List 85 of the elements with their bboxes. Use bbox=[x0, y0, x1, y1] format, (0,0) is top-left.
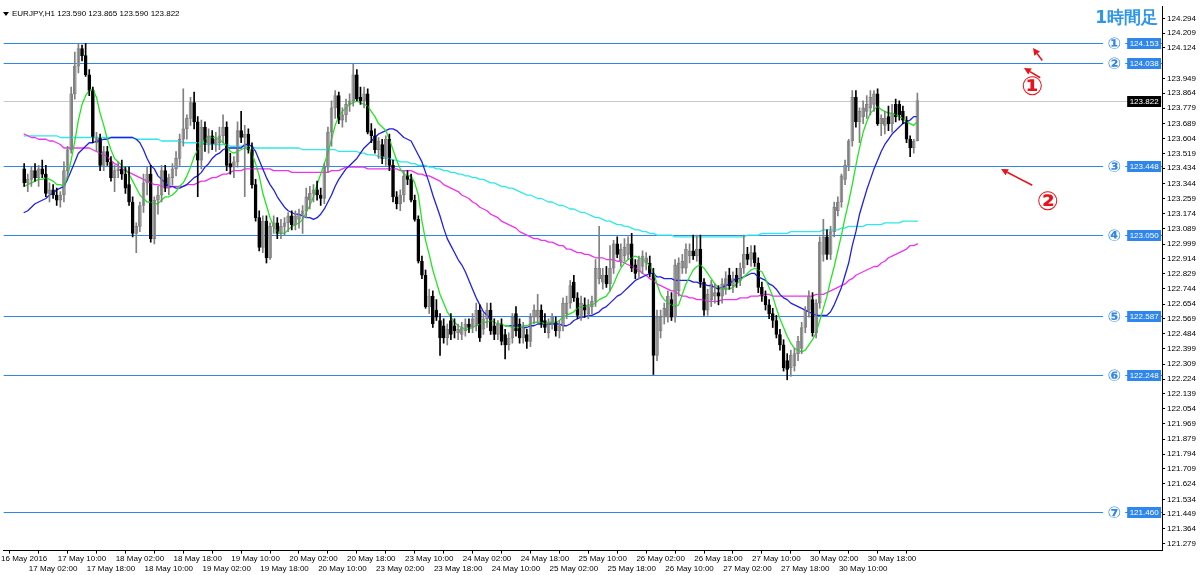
y-tick-label: 121.279 bbox=[1167, 539, 1197, 549]
x-tick-label: 23 May 10:00 bbox=[404, 554, 454, 564]
y-tick-label: 124.124 bbox=[1167, 43, 1197, 53]
x-tick-label: 17 May 10:00 bbox=[57, 554, 107, 564]
ref-line-label: ④ bbox=[1107, 225, 1121, 245]
annotation: 122.248 bbox=[1129, 371, 1160, 381]
x-tick-label: 20 May 18:00 bbox=[347, 554, 397, 564]
y-tick-label: 121.364 bbox=[1167, 524, 1197, 534]
ref-line-label: ⑥ bbox=[1107, 365, 1121, 385]
ref-line-label: ① bbox=[1107, 33, 1121, 53]
y-tick-label: 124.209 bbox=[1167, 28, 1197, 38]
x-tick-label: 19 May 18:00 bbox=[260, 563, 310, 573]
x-tick-label: 23 May 18:00 bbox=[433, 563, 483, 573]
x-tick-label: 25 May 02:00 bbox=[549, 563, 599, 573]
x-tick-label: 30 May 18:00 bbox=[867, 554, 917, 564]
x-tick-label: 17 May 02:00 bbox=[28, 563, 78, 573]
x-tick-label: 18 May 18:00 bbox=[173, 554, 223, 564]
y-tick-label: 123.949 bbox=[1167, 73, 1197, 83]
x-tick-label: 26 May 02:00 bbox=[636, 554, 686, 564]
x-tick-label: 25 May 18:00 bbox=[607, 563, 657, 573]
y-tick-label: 121.969 bbox=[1167, 418, 1197, 428]
y-tick-label: 122.309 bbox=[1167, 359, 1197, 369]
x-tick-label: 27 May 02:00 bbox=[723, 563, 773, 573]
y-tick-label: 123.089 bbox=[1167, 223, 1197, 233]
x-tick-label: 25 May 10:00 bbox=[578, 554, 628, 564]
x-tick-label: 30 May 10:00 bbox=[838, 563, 888, 573]
y-tick-label: 121.534 bbox=[1167, 494, 1197, 504]
y-tick-label: 122.224 bbox=[1167, 374, 1197, 384]
y-tick-label: 122.654 bbox=[1167, 299, 1197, 309]
y-tick-label: 123.779 bbox=[1167, 103, 1197, 113]
y-tick-label: 122.829 bbox=[1167, 268, 1197, 278]
annotation: 124.153 bbox=[1129, 39, 1160, 49]
x-tick-label: 18 May 02:00 bbox=[115, 554, 165, 564]
annotation: 123.050 bbox=[1129, 231, 1160, 241]
text: ② bbox=[1036, 185, 1059, 216]
text: 1時間足 bbox=[1095, 7, 1159, 28]
annotation: 122.587 bbox=[1129, 312, 1160, 322]
y-tick-label: 123.864 bbox=[1167, 88, 1197, 98]
chart-subtitle: EURJPY,H1 123.590 123.865 123.590 123.822 bbox=[12, 9, 181, 18]
x-tick-label: 27 May 18:00 bbox=[781, 563, 831, 573]
y-tick-label: 123.519 bbox=[1167, 148, 1197, 158]
y-tick-label: 123.174 bbox=[1167, 208, 1197, 218]
ref-line-label: ⑤ bbox=[1107, 306, 1121, 326]
ref-line-label: ⑦ bbox=[1107, 502, 1121, 522]
x-tick-label: 27 May 10:00 bbox=[752, 554, 802, 564]
y-tick-label: 122.569 bbox=[1167, 314, 1197, 324]
y-tick-label: 122.484 bbox=[1167, 328, 1197, 338]
x-tick-label: 24 May 18:00 bbox=[520, 554, 570, 564]
y-tick-label: 121.794 bbox=[1167, 449, 1197, 459]
y-tick-label: 123.259 bbox=[1167, 193, 1197, 203]
x-tick-label: 26 May 18:00 bbox=[694, 554, 744, 564]
y-tick-label: 122.054 bbox=[1167, 403, 1197, 413]
ref-line-label: ③ bbox=[1107, 156, 1121, 176]
text: ① bbox=[1020, 70, 1043, 101]
x-tick-label: 20 May 10:00 bbox=[318, 563, 368, 573]
y-tick-label: 122.139 bbox=[1167, 389, 1197, 399]
y-tick-label: 122.744 bbox=[1167, 283, 1197, 293]
y-tick-label: 122.399 bbox=[1167, 343, 1197, 353]
y-tick-label: 122.999 bbox=[1167, 239, 1197, 249]
x-tick-label: 24 May 02:00 bbox=[462, 554, 512, 564]
x-tick-label: 16 May 2016 bbox=[1, 554, 48, 564]
y-tick-label: 123.689 bbox=[1167, 118, 1197, 128]
annotation: 124.038 bbox=[1129, 59, 1160, 69]
annotation: 123.448 bbox=[1129, 162, 1160, 172]
x-tick-label: 30 May 02:00 bbox=[809, 554, 859, 564]
annotation: 123.822 bbox=[1129, 97, 1160, 107]
x-tick-label: 19 May 10:00 bbox=[231, 554, 281, 564]
x-tick-label: 18 May 10:00 bbox=[144, 563, 194, 573]
y-tick-label: 124.294 bbox=[1167, 13, 1197, 23]
y-tick-label: 122.914 bbox=[1167, 254, 1197, 264]
x-tick-label: 24 May 10:00 bbox=[491, 563, 541, 573]
x-tick-label: 20 May 02:00 bbox=[289, 554, 339, 564]
y-tick-label: 121.709 bbox=[1167, 464, 1197, 474]
y-tick-label: 121.624 bbox=[1167, 478, 1197, 488]
annotation: 121.460 bbox=[1129, 508, 1160, 518]
x-tick-label: 23 May 02:00 bbox=[376, 563, 426, 573]
ref-line-label: ② bbox=[1107, 53, 1121, 73]
x-tick-label: 19 May 02:00 bbox=[202, 563, 252, 573]
x-tick-label: 17 May 18:00 bbox=[86, 563, 136, 573]
y-tick-label: 121.449 bbox=[1167, 509, 1197, 519]
y-tick-label: 123.344 bbox=[1167, 179, 1197, 189]
x-tick-label: 26 May 10:00 bbox=[665, 563, 715, 573]
y-tick-label: 123.604 bbox=[1167, 133, 1197, 143]
y-tick-label: 121.879 bbox=[1167, 434, 1197, 444]
y-tick-label: 123.434 bbox=[1167, 163, 1197, 173]
